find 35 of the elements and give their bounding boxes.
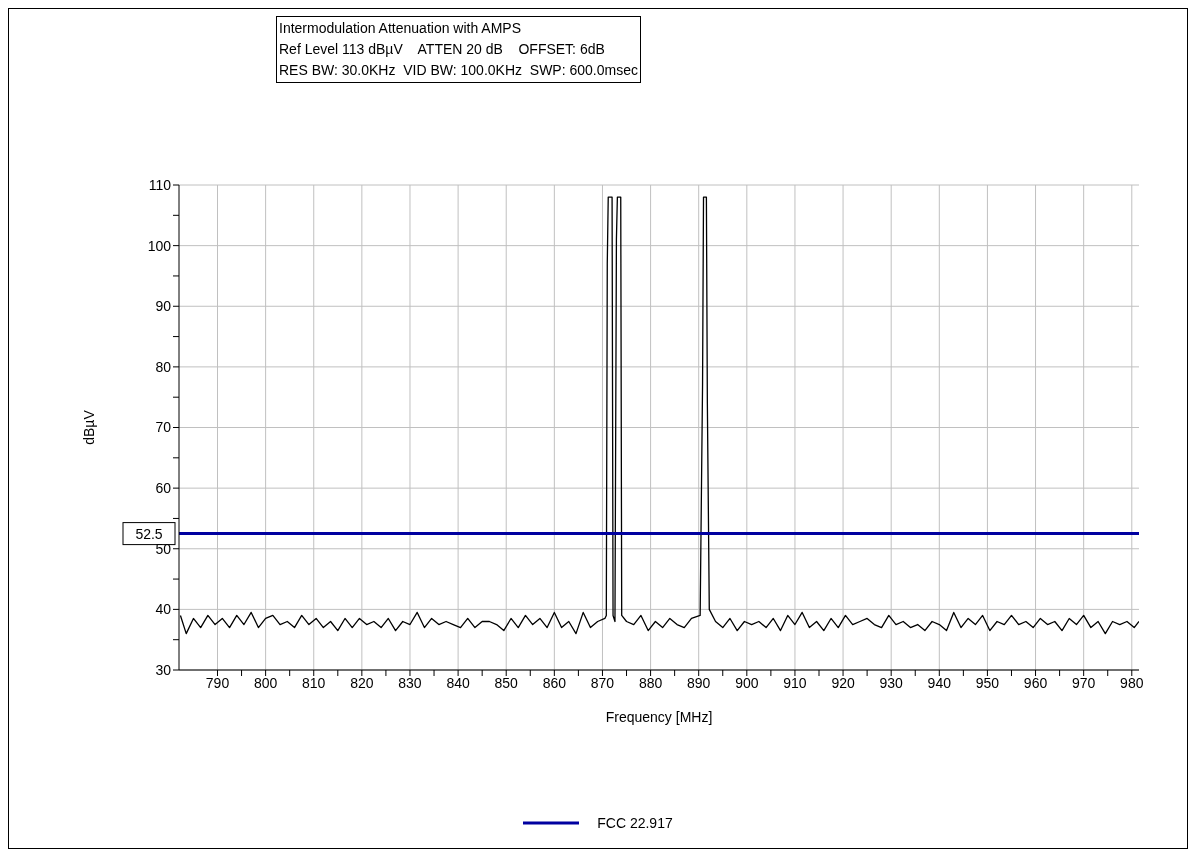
x-tick-label: 850	[494, 674, 519, 691]
legend-label: FCC 22.917	[597, 815, 673, 831]
x-tick-label: 800	[253, 674, 278, 691]
x-tick-label: 930	[879, 674, 904, 691]
x-tick-label: 910	[783, 674, 807, 691]
x-tick-label: 900	[735, 674, 759, 691]
x-tick-label: 810	[302, 674, 326, 691]
chart-title: Intermodulation Attenuation with AMPS	[279, 19, 523, 38]
y-axis-title: dBµV	[80, 409, 97, 445]
x-tick-label: 950	[975, 674, 1000, 691]
y-tick-label: 50	[155, 540, 172, 557]
y-tick-label: 80	[155, 358, 172, 375]
y-tick-label: 110	[148, 176, 172, 193]
annotation: 52.5	[135, 525, 163, 542]
x-tick-label: 980	[1120, 674, 1144, 691]
x-tick-label: 830	[398, 674, 422, 691]
x-tick-label: 860	[542, 674, 567, 691]
y-tick-label: 30	[155, 661, 172, 678]
x-tick-label: 880	[638, 674, 663, 691]
x-tick-label: 820	[350, 674, 374, 691]
chart-subtitle: Ref Level 113 dBµV ATTEN 20 dB OFFSET: 6dB RES BW: 30.0KHz VID BW: 100.0KHz SWP: 600.0msec	[279, 40, 638, 80]
x-tick-label: 840	[446, 674, 470, 691]
x-tick-label: 940	[927, 674, 952, 691]
y-tick-label: 70	[155, 419, 172, 436]
x-tick-label: 870	[590, 674, 615, 691]
y-tick-label: 60	[155, 480, 172, 497]
y-tick-label: 40	[155, 601, 172, 618]
x-tick-label: 960	[1023, 674, 1048, 691]
x-axis-title: Frequency [MHz]	[605, 709, 713, 725]
x-tick-label: 970	[1071, 674, 1096, 691]
y-tick-label: 100	[147, 237, 172, 254]
x-tick-label: 920	[831, 674, 855, 691]
x-tick-label: 790	[205, 674, 230, 691]
y-tick-label: 90	[155, 298, 172, 315]
x-tick-label: 890	[687, 674, 711, 691]
